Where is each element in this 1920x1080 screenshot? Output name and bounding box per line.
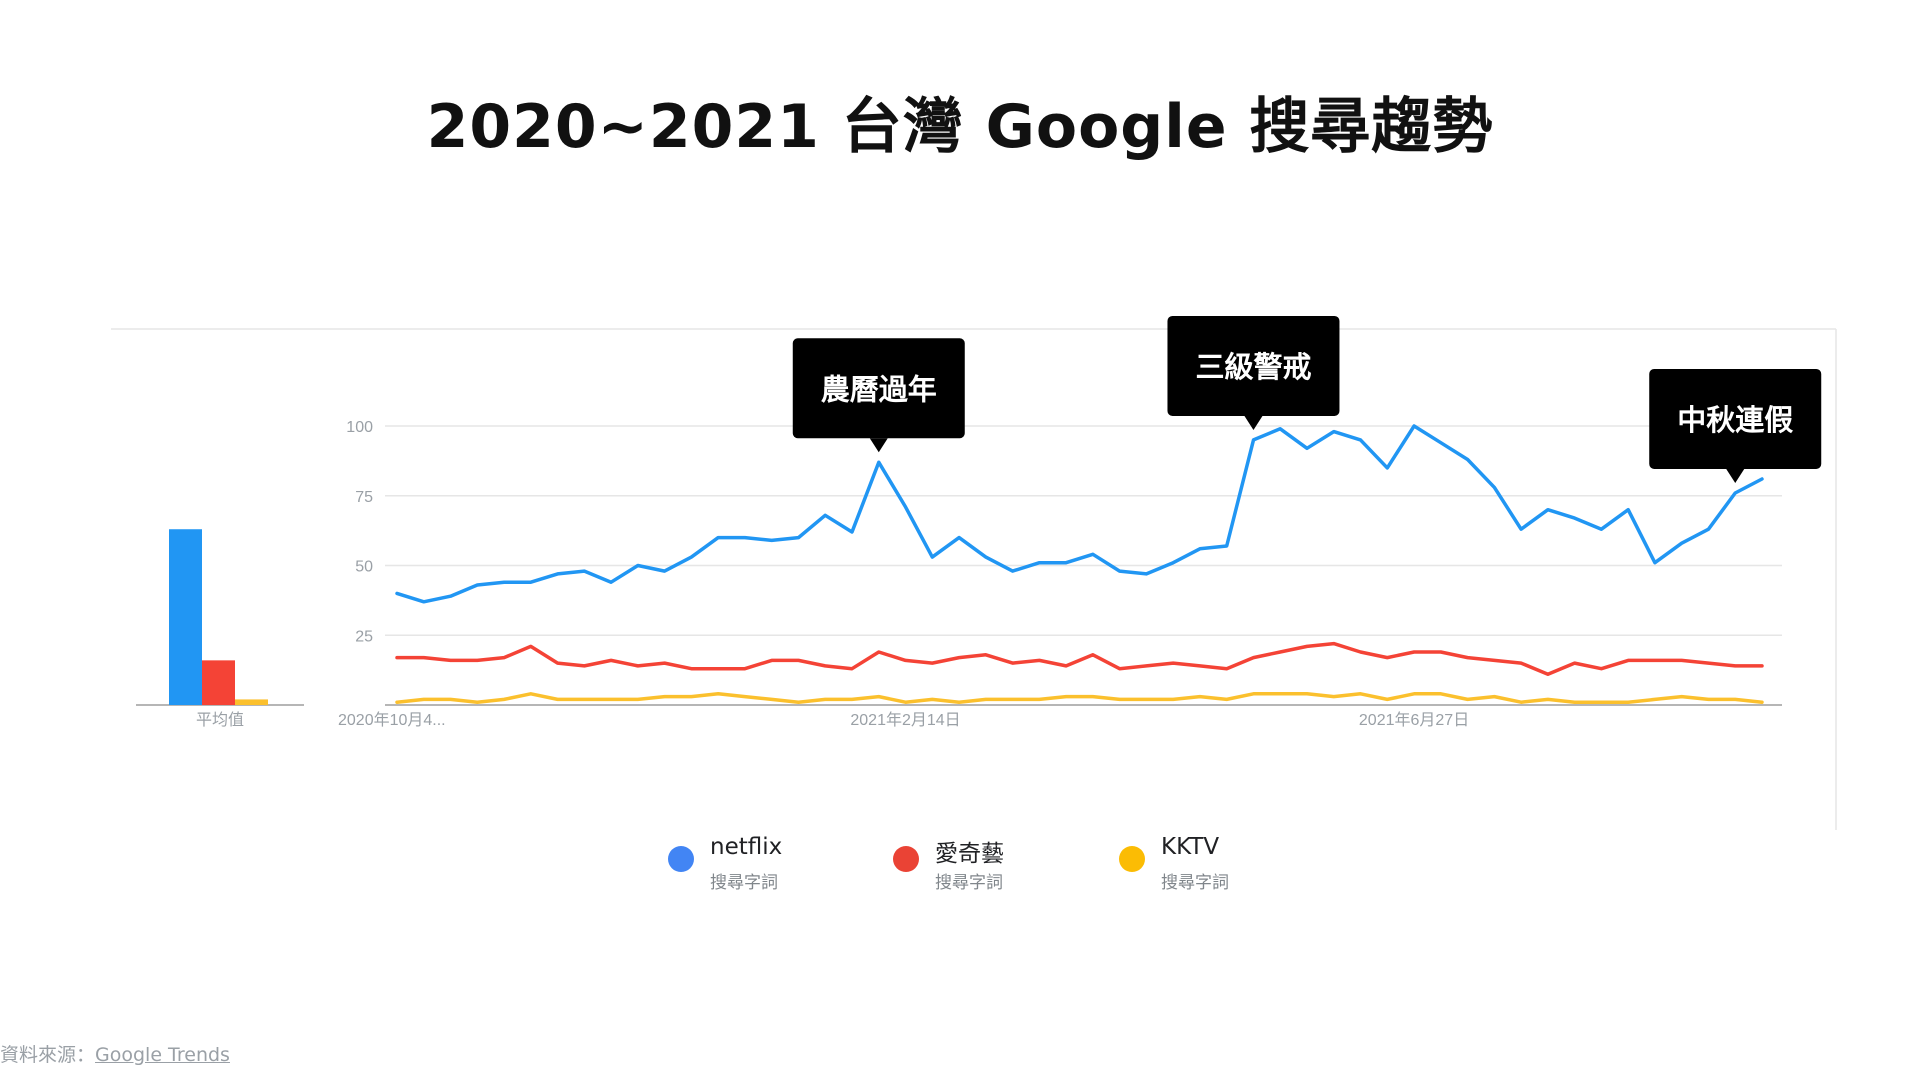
source-note: 資料來源：Google Trends xyxy=(0,1040,230,1067)
legend-sub: 搜尋字詞 xyxy=(1161,873,1229,893)
x-tick-label: 2021年2月14日 xyxy=(850,711,960,729)
callout-pointer-3 xyxy=(1726,468,1745,483)
bar-x-label: 平均值 xyxy=(196,711,244,729)
bar-average-netflix[interactable] xyxy=(169,529,202,705)
legend-sub: 搜尋字詞 xyxy=(710,873,778,893)
y-tick-label: 50 xyxy=(355,559,373,576)
callout-box-3 xyxy=(1649,368,1822,469)
callout-box-2 xyxy=(1167,315,1340,416)
series-line-iqiyi[interactable] xyxy=(395,641,1764,677)
y-tick-label: 25 xyxy=(355,628,373,645)
callout-box-1 xyxy=(792,338,965,439)
y-tick-label: 100 xyxy=(346,419,373,436)
legend-name: 愛奇藝 xyxy=(935,841,1004,867)
series-line-netflix[interactable] xyxy=(395,424,1764,604)
legend-dot-netflix xyxy=(668,846,694,872)
legend-name: KKTV xyxy=(1161,834,1220,860)
source-label: 資料來源： xyxy=(0,1044,96,1066)
bar-average-kktv[interactable] xyxy=(235,699,268,705)
legend-sub: 搜尋字詞 xyxy=(935,873,1003,893)
chart-legend: netflix 搜尋字詞 愛奇藝 搜尋字詞 KKTV 搜尋字詞 xyxy=(0,834,1920,904)
y-tick-label: 75 xyxy=(355,489,373,506)
callout-pointer-1 xyxy=(869,438,888,453)
legend-dot-iqiyi xyxy=(893,846,919,872)
x-tick-label: 2021年6月27日 xyxy=(1359,711,1469,729)
callout-label-1: 農曆過年 xyxy=(821,372,937,406)
legend-name: netflix xyxy=(710,834,783,860)
callout-pointer-2 xyxy=(1244,415,1263,430)
bar-average-iqiyi[interactable] xyxy=(202,660,235,705)
series-line-kktv[interactable] xyxy=(395,692,1764,704)
source-link[interactable]: Google Trends xyxy=(95,1044,230,1066)
page-title: 2020~2021 台灣 Google 搜尋趨勢 xyxy=(426,92,1494,162)
callout-label-3: 中秋連假 xyxy=(1677,403,1793,437)
legend-dot-kktv xyxy=(1119,846,1145,872)
x-tick-label: 2020年10月4... xyxy=(338,711,446,729)
callout-label-2: 三級警戒 xyxy=(1195,350,1311,384)
